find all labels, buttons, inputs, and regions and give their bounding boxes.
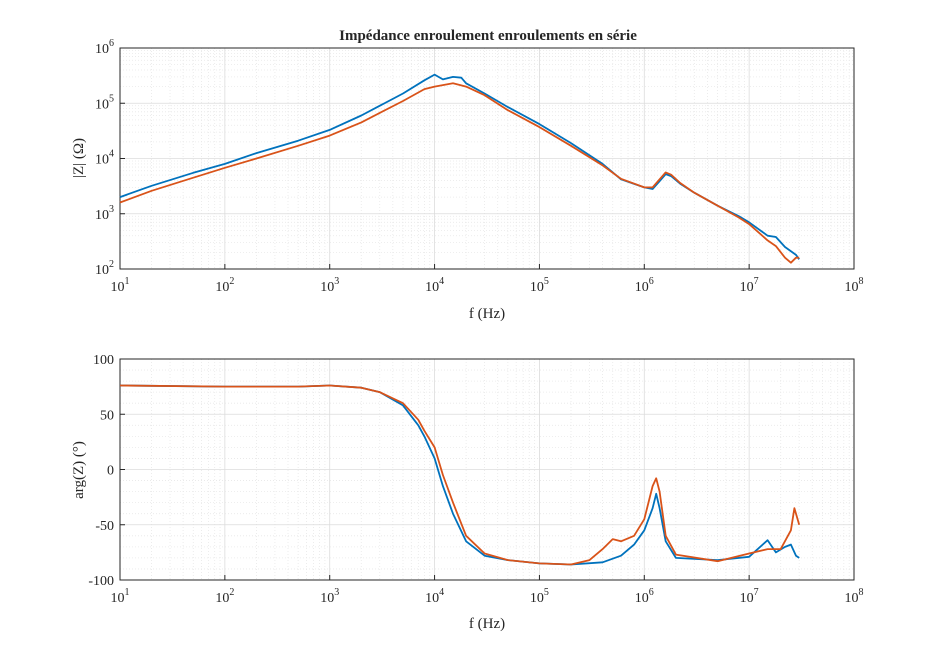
x-tick-label: 101 bbox=[111, 276, 130, 295]
magnitude-x-label: f (Hz) bbox=[469, 306, 505, 322]
x-tick-label: 107 bbox=[740, 276, 759, 295]
series-line-2 bbox=[119, 82, 800, 264]
phase-y-label: arg(Z) (°) bbox=[71, 441, 87, 499]
y-tick-label: 102 bbox=[95, 259, 114, 278]
y-tick-label: -100 bbox=[88, 574, 114, 589]
phase-grid bbox=[119, 358, 855, 581]
series-line-1 bbox=[119, 73, 800, 260]
x-tick-label: 108 bbox=[845, 587, 864, 606]
y-tick-label: 100 bbox=[93, 353, 114, 368]
x-tick-label: 106 bbox=[635, 276, 654, 295]
phase-axes: 101 102 103 104 105 106 107 108 100 50 0 -50 -100 f… bbox=[71, 353, 864, 632]
series-line-2 bbox=[119, 384, 801, 566]
x-tick-label: 106 bbox=[635, 587, 654, 606]
phase-x-label: f (Hz) bbox=[469, 616, 505, 632]
x-tick-label: 101 bbox=[111, 587, 130, 606]
y-tick-label: 106 bbox=[95, 38, 114, 57]
magnitude-axes: Impédance enroulement enroulements en sé… bbox=[71, 28, 864, 322]
phase-series bbox=[119, 384, 801, 566]
x-tick-label: 104 bbox=[425, 587, 444, 606]
x-tick-label: 103 bbox=[320, 276, 339, 295]
chart-title: Impédance enroulement enroulements en sé… bbox=[339, 28, 637, 44]
y-tick-label: 50 bbox=[100, 408, 114, 423]
magnitude-grid bbox=[119, 47, 855, 270]
y-tick-label: 0 bbox=[107, 464, 114, 479]
x-tick-label: 107 bbox=[740, 587, 759, 606]
x-tick-label: 108 bbox=[845, 276, 864, 295]
y-tick-label: 105 bbox=[95, 93, 114, 112]
x-tick-label: 104 bbox=[425, 276, 444, 295]
y-tick-label: 103 bbox=[95, 204, 114, 223]
x-tick-label: 102 bbox=[215, 587, 234, 606]
series-line-1 bbox=[119, 384, 800, 566]
x-tick-label: 105 bbox=[530, 276, 549, 295]
x-tick-label: 103 bbox=[320, 587, 339, 606]
magnitude-series bbox=[119, 73, 800, 264]
y-tick-label: 104 bbox=[95, 149, 114, 168]
y-tick-label: -50 bbox=[95, 519, 114, 534]
x-tick-label: 102 bbox=[215, 276, 234, 295]
magnitude-y-label: |Z| (Ω) bbox=[71, 138, 87, 178]
phase-y-ticks: 100 50 0 -50 -100 bbox=[88, 353, 125, 589]
x-tick-label: 105 bbox=[530, 587, 549, 606]
